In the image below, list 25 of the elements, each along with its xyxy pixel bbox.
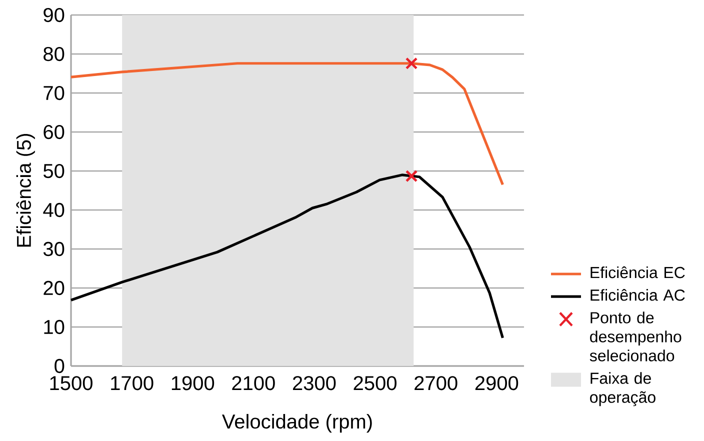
x-tick-label: 2100 — [232, 376, 275, 390]
y-tick-label: 70 — [44, 86, 64, 100]
legend-label: Faixa de operação — [590, 372, 656, 406]
x-tick-label: 1900 — [172, 376, 214, 390]
y-tick-label: 60 — [44, 124, 64, 140]
x-tick-label: 2500 — [354, 376, 396, 390]
legend-label: Eficiência AC — [590, 289, 685, 301]
y-tick-label: 20 — [44, 280, 64, 296]
x-tick-label: 1500 — [50, 376, 92, 390]
legend-label: Ponto de desempenho selecionado — [590, 312, 682, 362]
y-tick-label: 40 — [43, 202, 64, 218]
x-tick-label: 2900 — [475, 376, 518, 390]
x-tick-label: 2700 — [414, 376, 458, 390]
line-series — [70, 174, 504, 340]
x-axis-title: Velocidade (rpm) — [222, 414, 372, 433]
x-tick-label: 2300 — [292, 376, 336, 390]
y-tick-label: 80 — [44, 46, 64, 62]
y-axis-title: Eficiência (5) — [16, 134, 35, 247]
legend-label: Eficiência EC — [590, 266, 685, 278]
x-tick-label: 1700 — [111, 376, 154, 390]
y-tick-label: 10 — [44, 320, 64, 334]
y-tick-label: 0 — [54, 358, 64, 374]
y-tick-label: 50 — [44, 164, 64, 178]
y-tick-label: 30 — [43, 242, 64, 256]
y-tick-label: 90 — [44, 8, 64, 22]
